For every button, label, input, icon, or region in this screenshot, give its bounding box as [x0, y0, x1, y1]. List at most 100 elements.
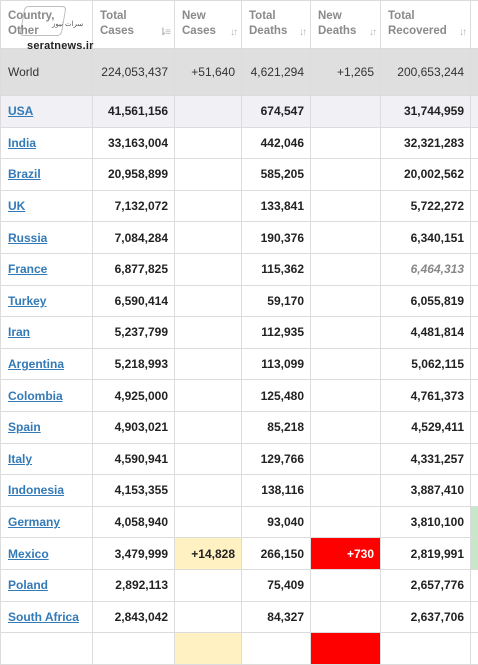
header-label: Country,	[8, 9, 86, 24]
header-label: New	[318, 9, 374, 24]
extra-cell	[471, 285, 478, 317]
world-total-cases: 224,053,437	[93, 49, 175, 96]
new-deaths-cell	[311, 317, 381, 349]
sort-desc-icon[interactable]: ⇂≡	[159, 25, 169, 40]
header-new-deaths[interactable]: New Deaths ↓↑	[311, 1, 381, 49]
new-deaths-cell: +730	[311, 538, 381, 570]
new-cases-cell: +14,828	[175, 538, 242, 570]
total-recovered-cell: 6,055,819	[381, 285, 471, 317]
extra-cell	[471, 96, 478, 128]
header-label: Total	[100, 9, 168, 24]
new-deaths-cell	[311, 443, 381, 475]
total-deaths-cell: 59,170	[242, 285, 311, 317]
country-link[interactable]: Germany	[8, 515, 60, 529]
total-cases-cell: 7,132,072	[93, 190, 175, 222]
header-total-recovered[interactable]: Total Recovered ↓↑	[381, 1, 471, 49]
country-cell: India	[1, 127, 93, 159]
country-cell: UK	[1, 190, 93, 222]
extra-cell	[471, 443, 478, 475]
total-cases-cell: 6,590,414	[93, 285, 175, 317]
total-deaths-cell: 190,376	[242, 222, 311, 254]
world-total-recovered: 200,653,244	[381, 49, 471, 96]
country-cell: Colombia	[1, 380, 93, 412]
header-label: Deaths	[249, 24, 304, 39]
country-link[interactable]: Turkey	[8, 294, 46, 308]
header-new-cases[interactable]: New Cases ↓↑	[175, 1, 242, 49]
extra-cell	[471, 159, 478, 191]
total-recovered-cell: 31,744,959	[381, 96, 471, 128]
total-cases-cell: 41,561,156	[93, 96, 175, 128]
total-cases-cell: 4,590,941	[93, 443, 175, 475]
new-cases-cell	[175, 475, 242, 507]
country-link[interactable]: Indonesia	[8, 483, 64, 497]
total-deaths-cell: 115,362	[242, 253, 311, 285]
total-cases-cell: 20,958,899	[93, 159, 175, 191]
country-link[interactable]: Brazil	[8, 167, 41, 181]
total-cases-cell: 6,877,825	[93, 253, 175, 285]
header-label: Other	[8, 24, 86, 39]
total-cases-cell: 4,903,021	[93, 411, 175, 443]
total-cases-cell: 5,237,799	[93, 317, 175, 349]
country-link[interactable]: USA	[8, 104, 33, 118]
country-cell: Mexico	[1, 538, 93, 570]
new-deaths-cell	[311, 506, 381, 538]
sort-updown-icon[interactable]: ↓↑	[230, 25, 236, 40]
country-link[interactable]: Spain	[8, 420, 41, 434]
header-country[interactable]: Country, Other	[1, 1, 93, 49]
country-link[interactable]: France	[8, 262, 47, 276]
country-link[interactable]: Argentina	[8, 357, 64, 371]
header-total-cases[interactable]: Total Cases ⇂≡	[93, 1, 175, 49]
partial-cell	[242, 633, 311, 665]
extra-cell	[471, 317, 478, 349]
country-link[interactable]: India	[8, 136, 36, 150]
country-link[interactable]: Italy	[8, 452, 32, 466]
new-cases-cell	[175, 506, 242, 538]
extra-cell	[471, 569, 478, 601]
new-deaths-cell	[311, 222, 381, 254]
header-label: Deaths	[318, 24, 374, 39]
extra-cell	[471, 127, 478, 159]
total-deaths-cell: 93,040	[242, 506, 311, 538]
sort-updown-icon[interactable]: ↓↑	[459, 25, 465, 40]
world-label: World	[1, 49, 93, 96]
total-cases-cell: 4,153,355	[93, 475, 175, 507]
country-link[interactable]: Russia	[8, 231, 47, 245]
header-label: Cases	[182, 24, 235, 39]
new-deaths-cell	[311, 380, 381, 412]
country-cell: Poland	[1, 569, 93, 601]
new-cases-cell	[175, 443, 242, 475]
country-cell: Argentina	[1, 348, 93, 380]
total-recovered-cell: 3,810,100	[381, 506, 471, 538]
extra-cell	[471, 506, 478, 538]
country-cell: Brazil	[1, 159, 93, 191]
sort-updown-icon[interactable]: ↓↑	[299, 25, 305, 40]
new-cases-cell	[175, 285, 242, 317]
country-link[interactable]: Mexico	[8, 547, 49, 561]
sort-updown-icon[interactable]: ↓↑	[369, 25, 375, 40]
new-cases-cell	[175, 222, 242, 254]
new-cases-cell	[175, 348, 242, 380]
total-cases-cell: 5,218,993	[93, 348, 175, 380]
country-link[interactable]: Poland	[8, 578, 48, 592]
extra-cell	[471, 222, 478, 254]
total-recovered-cell: 3,887,410	[381, 475, 471, 507]
country-link[interactable]: UK	[8, 199, 25, 213]
total-recovered-cell: 4,331,257	[381, 443, 471, 475]
country-link[interactable]: Iran	[8, 325, 30, 339]
world-new-deaths: +1,265	[311, 49, 381, 96]
total-cases-cell: 33,163,004	[93, 127, 175, 159]
new-cases-cell	[175, 159, 242, 191]
partial-cell	[1, 633, 93, 665]
header-total-deaths[interactable]: Total Deaths ↓↑	[242, 1, 311, 49]
country-link[interactable]: Colombia	[8, 389, 63, 403]
total-deaths-cell: 75,409	[242, 569, 311, 601]
